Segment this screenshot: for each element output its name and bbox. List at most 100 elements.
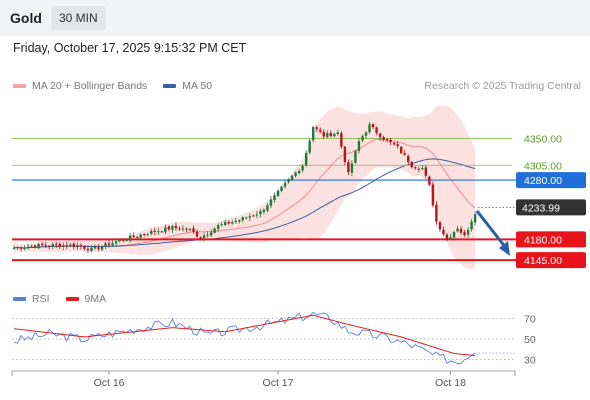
candle-body [227,221,230,224]
candle-body [40,243,44,245]
candle-body [410,161,413,168]
candle-body [97,247,100,249]
candle-body [143,233,146,235]
candle-body [12,247,16,249]
candle-body [312,127,315,141]
level-tag-bg-4145.00 [516,252,586,269]
candle-body [48,245,51,247]
ma50-swatch [163,84,177,88]
candle-body [280,186,283,191]
candle-body [58,243,61,248]
candle-body [403,153,406,155]
candle-body [438,222,442,230]
candle-body [255,214,259,216]
candle-body [55,243,58,245]
ma50-line [13,158,476,249]
ma9-legend-label: 9MA [84,293,107,305]
timeframe-button[interactable]: 30 MIN [51,6,106,30]
candle-body [79,245,83,247]
candle-body [195,231,199,237]
current-price-tag: 4233.99 [522,202,560,214]
rsi-level-label-30: 30 [524,355,536,367]
candle-body [417,168,420,170]
candle-body [382,137,385,140]
candle-body [449,237,452,239]
candle-body [224,221,227,225]
candle-body [421,168,424,170]
level-tag-bg-4280.00 [516,172,586,189]
bollinger-legend-label: MA 20 + Bollinger Bands [32,80,148,92]
candle-body [192,228,195,232]
candle-body [452,232,456,238]
candle-body [294,172,297,177]
candle-body [174,225,178,229]
rsi-level-label-70: 70 [524,313,536,325]
candle-body [364,132,368,136]
candle-body [283,182,287,187]
candle-body [86,248,90,251]
candle-body [473,214,477,223]
candle-body [322,132,325,137]
candle-body [178,228,181,230]
candle-body [304,152,308,166]
candle-body [333,133,336,137]
candle-body [164,227,167,233]
candle-body [389,139,392,143]
candle-body [37,244,40,249]
candle-body [51,244,54,246]
candle-body [234,220,237,222]
x-axis-label-oct-16: Oct 16 [94,377,125,389]
level-tag-bg-4180.00 [516,231,586,248]
candle-body [340,133,343,147]
candle-body [231,222,234,224]
candle-body [209,232,213,236]
candle-body [245,217,248,219]
candle-body [220,224,223,226]
candle-body [385,139,389,141]
level-tag-4180.00: 4180.00 [524,234,562,246]
bollinger-band-area [14,105,476,269]
candle-body [216,225,220,229]
candle-body [329,133,332,137]
candle-body [347,162,350,173]
candle-body [33,245,37,248]
rsi-legend: RSI 9MA [13,293,106,305]
candle-body [273,195,276,201]
candle-body [266,205,269,211]
candle-body [456,228,459,232]
candle-body [188,228,192,230]
candle-body [16,247,19,249]
candle-body [83,246,86,249]
symbol-title: Gold [10,10,42,26]
candle-body [407,155,410,163]
candle-body [202,235,206,239]
candle-body [297,170,301,174]
candle-body [72,243,76,247]
candle-body [167,226,171,230]
candle-body [396,144,399,146]
candle-body [26,246,30,248]
candle-body [392,142,396,145]
candle-body [125,240,128,242]
forecast-arrow [475,210,508,249]
candle-body [146,234,149,236]
candle-body [181,228,185,230]
candle-body [100,246,104,250]
candle-body [375,127,378,134]
candle-body [62,245,65,247]
candle-body [107,243,111,246]
candle-body [23,247,26,249]
candle-body [378,133,382,138]
candle-body [343,146,347,163]
candle-body [269,199,273,206]
candle-body [118,239,121,242]
candle-body [252,215,255,217]
forecast-arrow-head [499,241,510,257]
ma50-legend-label: MA 50 [182,80,213,92]
rsi-legend-label: RSI [32,293,50,305]
candle-body [121,239,125,241]
candle-body [350,163,354,173]
candle-body [104,243,107,247]
